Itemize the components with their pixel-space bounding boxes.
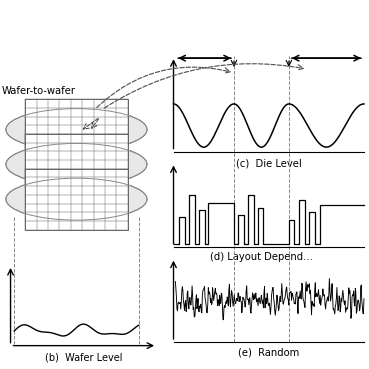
Ellipse shape bbox=[6, 108, 147, 151]
Text: (d) Layout Depend...: (d) Layout Depend... bbox=[210, 252, 313, 262]
Text: (c)  Die Level: (c) Die Level bbox=[236, 158, 301, 168]
Bar bbox=[25, 99, 128, 160]
Text: (b)  Wafer Level: (b) Wafer Level bbox=[45, 352, 123, 362]
Text: Wafer-to-wafer: Wafer-to-wafer bbox=[1, 86, 75, 96]
Bar bbox=[25, 134, 128, 195]
Ellipse shape bbox=[6, 178, 147, 220]
Ellipse shape bbox=[6, 144, 147, 185]
Text: (e)  Random: (e) Random bbox=[238, 347, 299, 357]
Bar bbox=[25, 169, 128, 230]
